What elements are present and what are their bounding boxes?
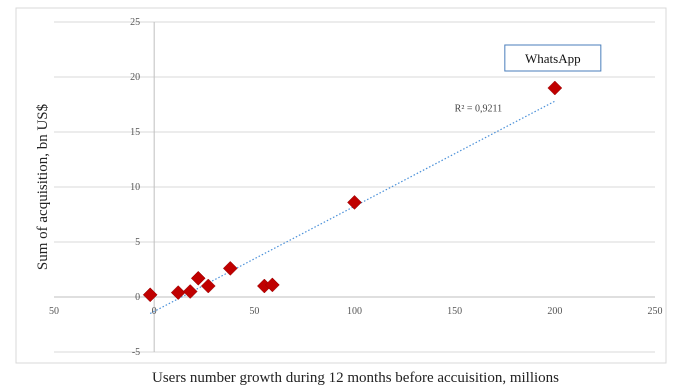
x-tick-label: 150 <box>447 306 462 317</box>
r-squared-label: R² = 0,9211 <box>455 104 502 115</box>
y-axis-title: Sum of acquisition, bn US$ <box>35 103 51 270</box>
data-point <box>347 195 362 210</box>
data-point <box>170 285 186 300</box>
x-tick-label: 100 <box>347 306 362 317</box>
x-tick-label: 50 <box>249 306 259 317</box>
data-point <box>200 278 216 294</box>
x-axis-title: Users number growth during 12 months bef… <box>152 370 559 386</box>
callout-label: WhatsApp <box>525 51 581 66</box>
y-tick-label: 15 <box>130 127 140 138</box>
callout-box <box>504 44 602 72</box>
y-tick-label: 20 <box>130 72 140 83</box>
data-point <box>182 284 198 299</box>
data-point <box>265 277 280 293</box>
y-tick-label: 10 <box>130 182 140 193</box>
x-tick-label: 50 <box>49 306 59 317</box>
y-tick-label: 5 <box>135 237 140 248</box>
data-point <box>142 287 158 303</box>
y-tick-label: 0 <box>135 292 140 303</box>
y-tick-label: 25 <box>130 17 140 28</box>
y-tick-label: -5 <box>132 347 140 358</box>
data-point <box>222 261 238 276</box>
x-tick-label: 200 <box>547 306 562 317</box>
data-point <box>547 80 563 96</box>
x-tick-label: 250 <box>648 306 663 317</box>
data-point <box>190 270 206 286</box>
